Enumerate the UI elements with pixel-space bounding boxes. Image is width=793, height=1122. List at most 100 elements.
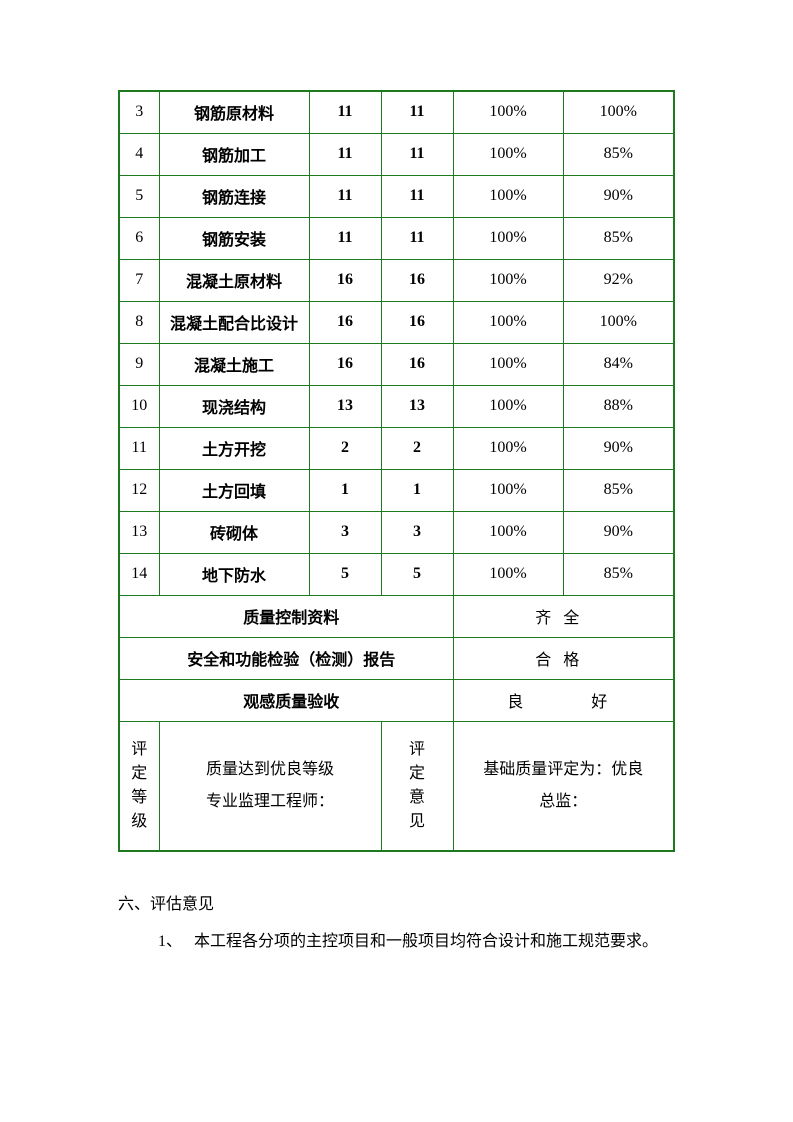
- row-col-b: 11: [381, 217, 453, 259]
- row-col-p1: 100%: [453, 385, 563, 427]
- summary-label: 观感质量验收: [119, 679, 453, 721]
- row-name: 钢筋原材料: [159, 91, 309, 133]
- eval-mid-label: 评定意见: [381, 721, 453, 851]
- row-col-p1: 100%: [453, 259, 563, 301]
- opinion-text: 本工程各分项的主控项目和一般项目均符合设计和施工规范要求。: [194, 926, 658, 958]
- row-col-b: 16: [381, 259, 453, 301]
- row-col-a: 11: [309, 91, 381, 133]
- table-row: 12土方回填11100%85%: [119, 469, 674, 511]
- quality-table: 3钢筋原材料1111100%100%4钢筋加工1111100%85%5钢筋连接1…: [118, 90, 675, 852]
- row-name: 钢筋加工: [159, 133, 309, 175]
- table-row: 3钢筋原材料1111100%100%: [119, 91, 674, 133]
- row-num: 10: [119, 385, 159, 427]
- row-num: 7: [119, 259, 159, 301]
- summary-value: 齐全: [453, 595, 674, 637]
- eval-left-label: 评定等级: [119, 721, 159, 851]
- row-col-b: 5: [381, 553, 453, 595]
- summary-row: 安全和功能检验（检测）报告合格: [119, 637, 674, 679]
- row-col-b: 2: [381, 427, 453, 469]
- row-col-a: 3: [309, 511, 381, 553]
- row-col-a: 2: [309, 427, 381, 469]
- row-col-b: 16: [381, 343, 453, 385]
- row-col-p1: 100%: [453, 175, 563, 217]
- opinion-item: 1、本工程各分项的主控项目和一般项目均符合设计和施工规范要求。: [158, 926, 675, 958]
- table-row: 10现浇结构1313100%88%: [119, 385, 674, 427]
- row-name: 土方回填: [159, 469, 309, 511]
- table-row: 13砖砌体33100%90%: [119, 511, 674, 553]
- row-col-p1: 100%: [453, 217, 563, 259]
- row-num: 11: [119, 427, 159, 469]
- summary-label: 安全和功能检验（检测）报告: [119, 637, 453, 679]
- eval-rows: 评定等级 质量达到优良等级专业监理工程师： 评定意见 基础质量评定为：优良总监：: [119, 721, 674, 851]
- row-col-p1: 100%: [453, 301, 563, 343]
- section-title: 六、评估意见: [118, 890, 675, 914]
- table-row: 6钢筋安装1111100%85%: [119, 217, 674, 259]
- row-col-p2: 90%: [563, 427, 674, 469]
- row-col-a: 13: [309, 385, 381, 427]
- row-col-a: 16: [309, 343, 381, 385]
- row-col-b: 3: [381, 511, 453, 553]
- row-col-a: 5: [309, 553, 381, 595]
- row-col-p1: 100%: [453, 553, 563, 595]
- summary-row: 质量控制资料齐全: [119, 595, 674, 637]
- row-col-p1: 100%: [453, 427, 563, 469]
- table-row: 7混凝土原材料1616100%92%: [119, 259, 674, 301]
- row-col-p2: 88%: [563, 385, 674, 427]
- row-col-b: 1: [381, 469, 453, 511]
- row-num: 8: [119, 301, 159, 343]
- table-row: 9混凝土施工1616100%84%: [119, 343, 674, 385]
- table-row: 4钢筋加工1111100%85%: [119, 133, 674, 175]
- row-name: 混凝土施工: [159, 343, 309, 385]
- table-row: 11土方开挖22100%90%: [119, 427, 674, 469]
- opinion-num: 1、: [158, 926, 194, 958]
- row-col-p2: 100%: [563, 91, 674, 133]
- row-col-a: 16: [309, 301, 381, 343]
- row-num: 6: [119, 217, 159, 259]
- row-col-p2: 92%: [563, 259, 674, 301]
- row-col-b: 11: [381, 91, 453, 133]
- table-row: 8混凝土配合比设计1616100%100%: [119, 301, 674, 343]
- summary-rows: 质量控制资料齐全安全和功能检验（检测）报告合格观感质量验收良 好: [119, 595, 674, 721]
- row-num: 5: [119, 175, 159, 217]
- row-col-b: 11: [381, 175, 453, 217]
- row-name: 钢筋连接: [159, 175, 309, 217]
- row-num: 9: [119, 343, 159, 385]
- row-num: 13: [119, 511, 159, 553]
- row-col-p2: 85%: [563, 469, 674, 511]
- row-col-a: 1: [309, 469, 381, 511]
- summary-row: 观感质量验收良 好: [119, 679, 674, 721]
- row-name: 土方开挖: [159, 427, 309, 469]
- row-name: 混凝土配合比设计: [159, 301, 309, 343]
- row-col-p2: 90%: [563, 175, 674, 217]
- row-col-p1: 100%: [453, 91, 563, 133]
- row-col-b: 11: [381, 133, 453, 175]
- row-col-p1: 100%: [453, 469, 563, 511]
- row-col-p1: 100%: [453, 511, 563, 553]
- row-col-p2: 85%: [563, 217, 674, 259]
- row-name: 地下防水: [159, 553, 309, 595]
- row-col-p2: 85%: [563, 553, 674, 595]
- row-num: 12: [119, 469, 159, 511]
- row-col-p2: 100%: [563, 301, 674, 343]
- opinion-list: 1、本工程各分项的主控项目和一般项目均符合设计和施工规范要求。: [118, 926, 675, 958]
- row-col-p1: 100%: [453, 343, 563, 385]
- row-name: 现浇结构: [159, 385, 309, 427]
- eval-left-content: 质量达到优良等级专业监理工程师：: [159, 721, 381, 851]
- summary-label: 质量控制资料: [119, 595, 453, 637]
- row-col-p2: 85%: [563, 133, 674, 175]
- row-name: 钢筋安装: [159, 217, 309, 259]
- table-row: 5钢筋连接1111100%90%: [119, 175, 674, 217]
- row-col-a: 11: [309, 133, 381, 175]
- row-col-p2: 84%: [563, 343, 674, 385]
- eval-row: 评定等级 质量达到优良等级专业监理工程师： 评定意见 基础质量评定为：优良总监：: [119, 721, 674, 851]
- row-col-p1: 100%: [453, 133, 563, 175]
- row-col-b: 13: [381, 385, 453, 427]
- row-name: 混凝土原材料: [159, 259, 309, 301]
- row-col-a: 11: [309, 175, 381, 217]
- row-num: 3: [119, 91, 159, 133]
- row-col-a: 16: [309, 259, 381, 301]
- data-rows: 3钢筋原材料1111100%100%4钢筋加工1111100%85%5钢筋连接1…: [119, 91, 674, 595]
- summary-value: 合格: [453, 637, 674, 679]
- row-num: 14: [119, 553, 159, 595]
- row-col-b: 16: [381, 301, 453, 343]
